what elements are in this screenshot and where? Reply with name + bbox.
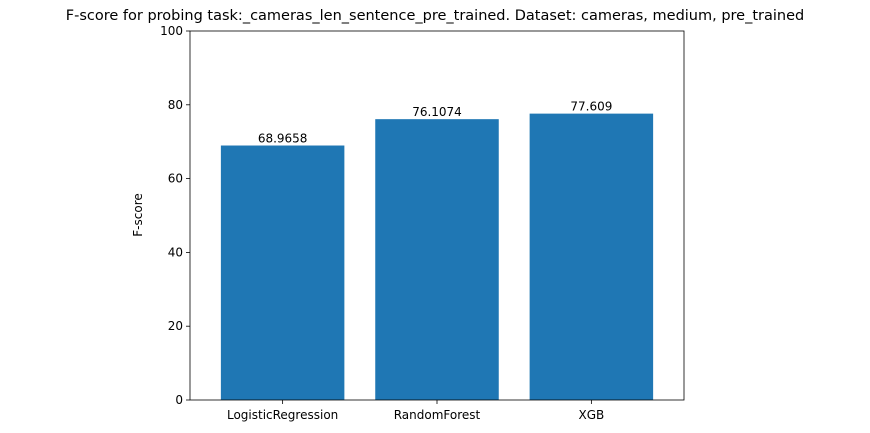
axes-frame xyxy=(189,30,685,401)
x-tick-label-logisticregression: LogisticRegression xyxy=(227,408,338,422)
y-axis-label: F-score xyxy=(131,193,145,236)
data-label-logisticregression: 68.9658 xyxy=(258,132,308,146)
y-tick-label-80: 80 xyxy=(168,98,183,112)
y-tick-label-60: 60 xyxy=(168,172,183,186)
y-tick-label-20: 20 xyxy=(168,319,183,333)
y-tick-label-0: 0 xyxy=(175,393,183,407)
x-tick-label-randomforest: RandomForest xyxy=(394,408,481,422)
x-tick-label-xgb: XGB xyxy=(578,408,604,422)
bar-xgb xyxy=(529,113,654,400)
bar-logisticregression xyxy=(220,145,345,400)
plot-area: 68.9658 LogisticRegression 76.1074 RandomFo… xyxy=(160,24,685,422)
y-tick-label-100: 100 xyxy=(160,24,183,38)
y-tick-label-40: 40 xyxy=(168,245,183,259)
data-label-randomforest: 76.1074 xyxy=(412,105,462,119)
bar-randomforest xyxy=(375,119,499,400)
data-label-xgb: 77.609 xyxy=(570,100,612,114)
chart-title: F-score for probing task:_cameras_len_se… xyxy=(66,8,804,24)
